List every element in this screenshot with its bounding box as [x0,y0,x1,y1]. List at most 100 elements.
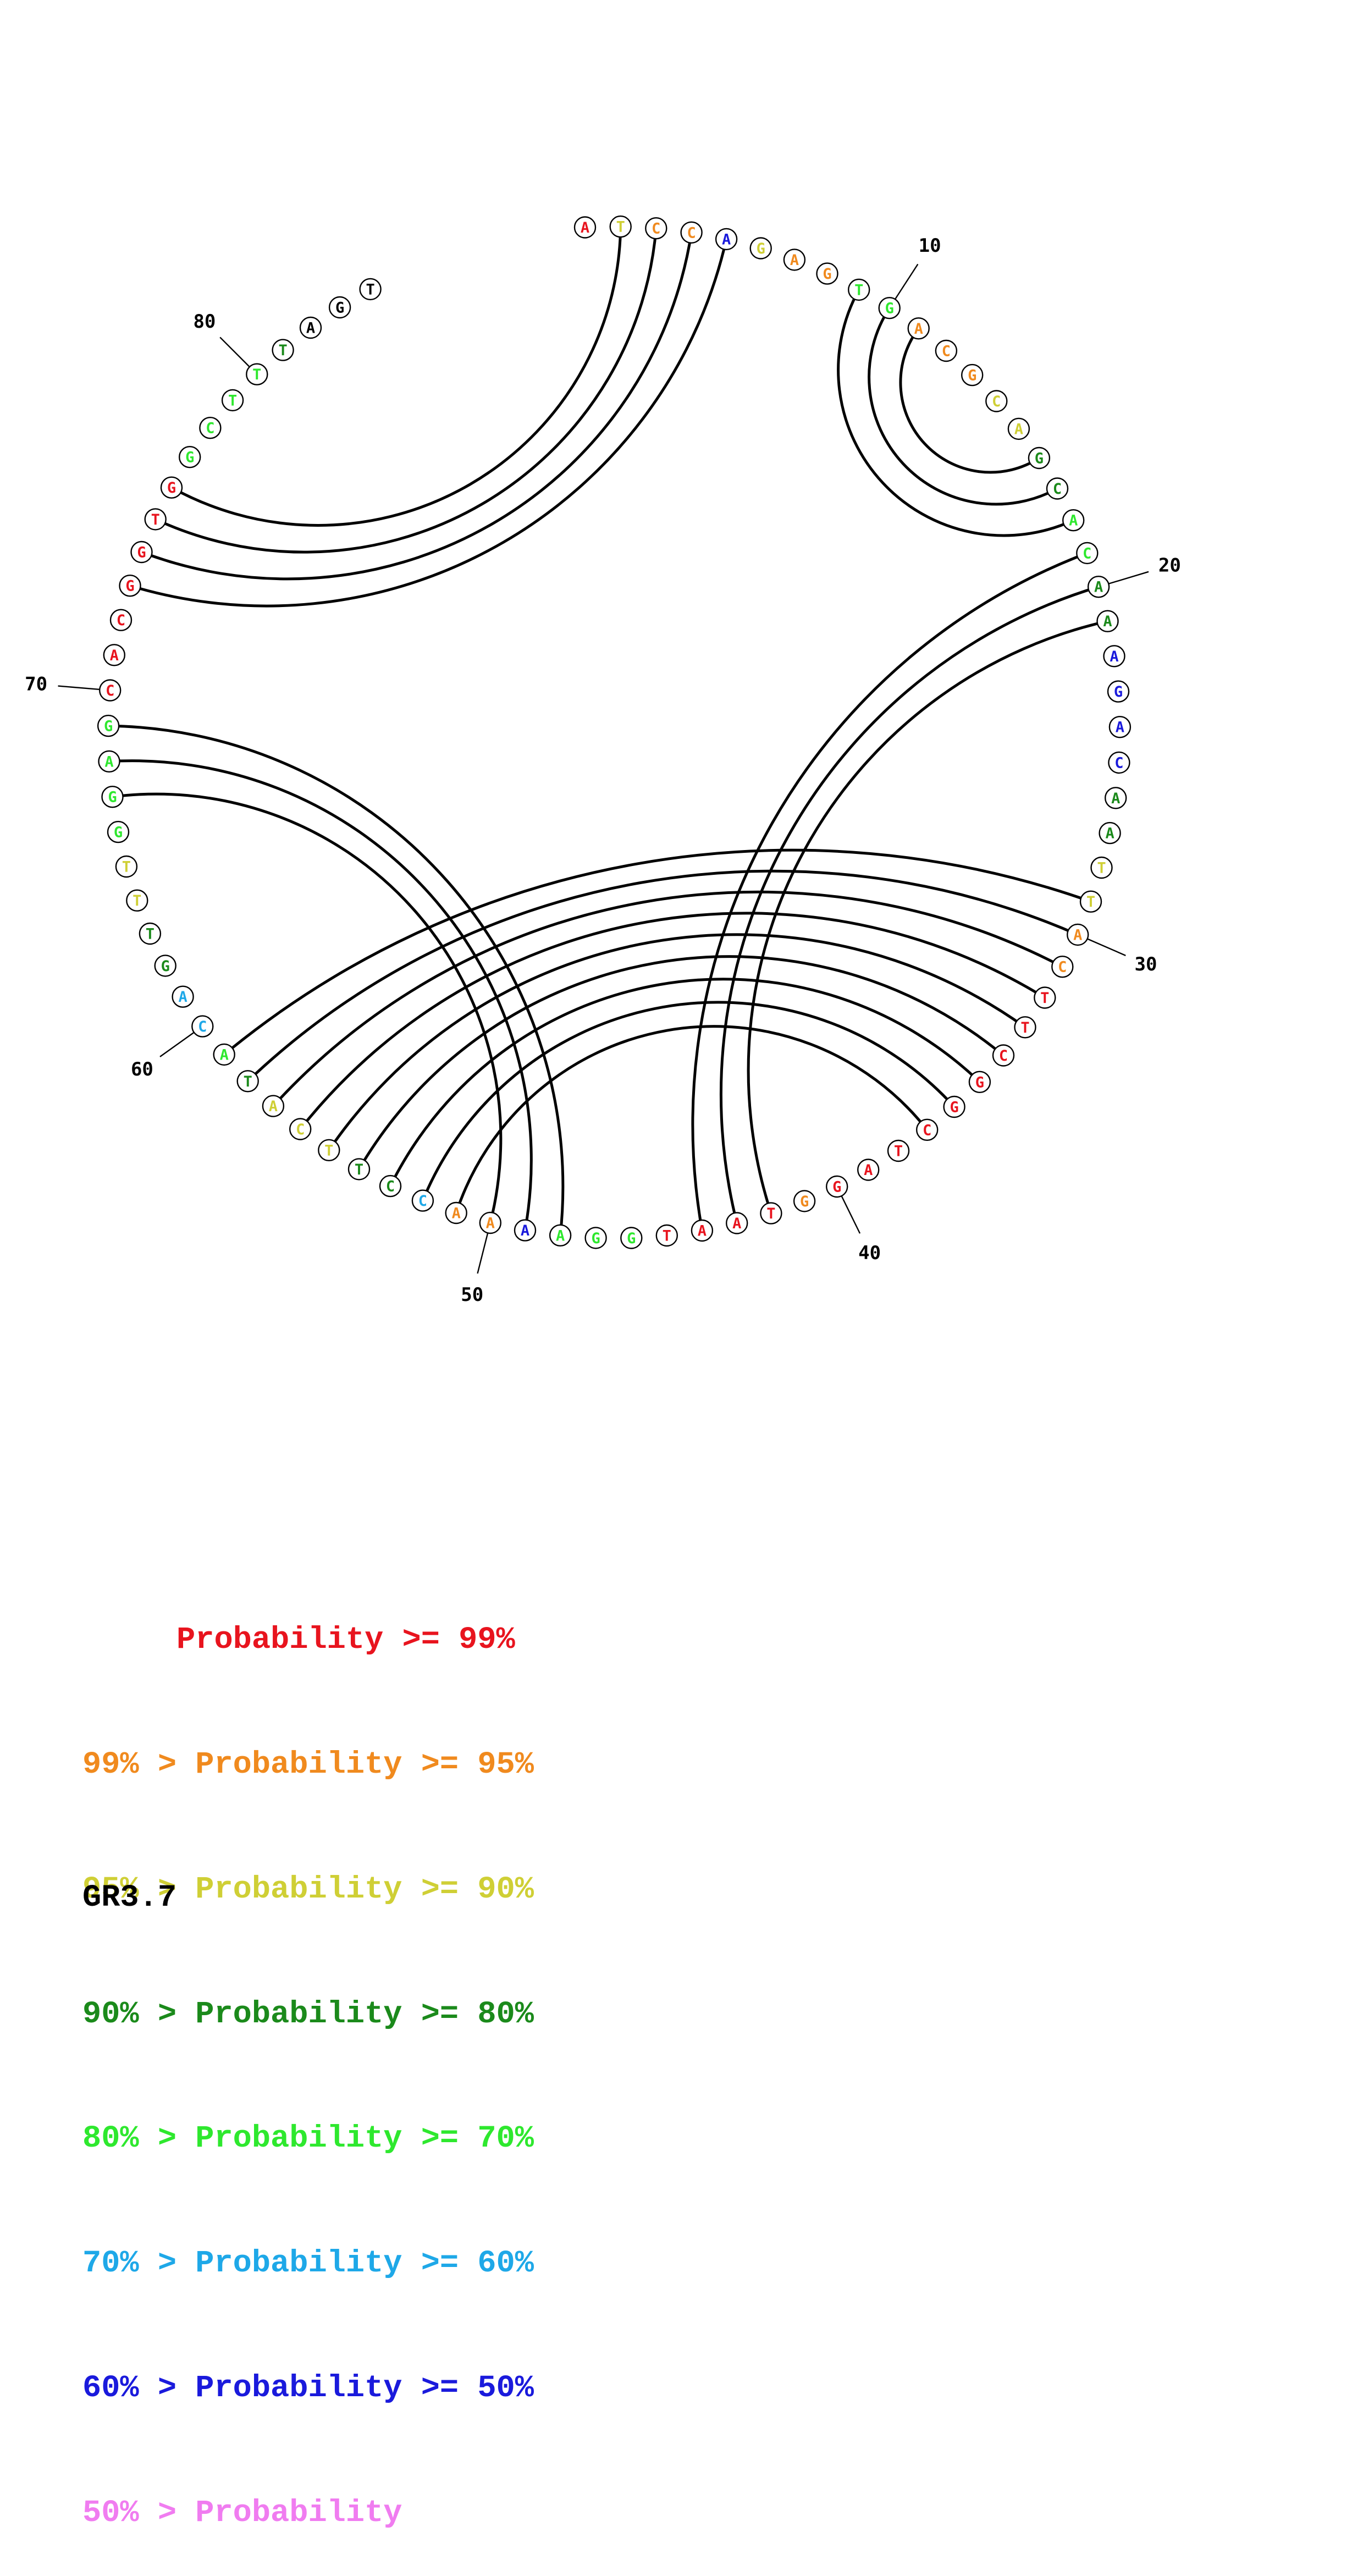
nucleotide-circle [1076,542,1099,565]
base-pair-arc [141,232,693,581]
nucleotide: T [236,1070,259,1093]
nucleotide: A [783,249,806,271]
base-pair-arc [421,1001,956,1201]
nucleotide: C [1051,955,1074,978]
nucleotide: A [1099,821,1121,845]
nucleotide: T [655,1224,678,1247]
nucleotide-letter: C [687,224,696,241]
nucleotide: A [103,644,126,666]
nucleotide-circle [1007,417,1030,440]
nucleotide-letter: A [1111,790,1120,807]
nucleotide: T [318,1139,340,1162]
base-pair-arc [129,239,728,608]
nucleotide: G [97,714,120,737]
nucleotide-letter: T [228,392,237,409]
nucleotide-circle [749,237,772,260]
nucleotide-letter: G [1035,450,1044,467]
nucleotide: G [179,446,201,468]
tick-label: 70 [25,673,47,695]
nucleotide-letter: C [386,1178,395,1195]
nucleotide-letter: G [950,1099,958,1116]
base-pair-arc [837,289,1074,537]
nucleotide-letter: G [114,824,123,841]
nucleotide-letter: T [1040,990,1049,1007]
nucleotide-circle [359,278,382,301]
nucleotide-letter: T [244,1073,252,1090]
nucleotide-circle [1051,955,1074,978]
nucleotide-letter: C [1053,481,1062,498]
nucleotide-letter: A [452,1205,461,1222]
legend-row: 95% > Probability >= 90% [82,1872,534,1907]
base-pair-arcs [108,227,1108,1236]
nucleotide-circle [645,217,667,240]
tick-line [477,1233,489,1274]
tick-line [895,263,919,300]
nucleotide-letter: G [800,1193,809,1210]
nucleotide-letter: A [220,1046,229,1063]
tick-label: 30 [1135,953,1157,975]
nucleotide: A [479,1211,501,1234]
nucleotide-circle [272,339,294,361]
nucleotide-circle [1014,1016,1036,1039]
nucleotide-letter: T [854,282,863,299]
base-pair-arc [223,848,1091,1056]
nucleotide: C [1108,751,1130,774]
nucleotide: G [1107,680,1130,703]
nucleotide-letter: G [1114,683,1123,700]
legend-row: 60% > Probability >= 50% [82,2370,534,2406]
legend-row: Probability >= 99% [82,1623,515,1658]
nucleotide-circle [199,417,222,439]
nucleotide: G [749,237,772,260]
base-pair-arc [389,978,981,1187]
nucleotide-letter: A [306,320,315,337]
nucleotide: A [172,985,194,1008]
nucleotide-letter: G [627,1230,636,1247]
nucleotide-circle [318,1139,340,1162]
base-pair-arc [109,759,533,1231]
nucleotide-circle [221,389,244,412]
nucleotide-circle [1096,610,1119,632]
nucleotide-circle [1108,751,1130,774]
nucleotide: G [968,1071,991,1094]
nucleotide-circle [299,316,322,339]
nucleotide-circle [943,1095,965,1118]
nucleotide-letter: G [757,240,765,257]
nucleotide: T [359,278,382,301]
tick-label: 10 [919,235,941,257]
nucleotide-circle [98,679,122,702]
nucleotide-circle [160,476,183,499]
tick-label: 50 [461,1284,483,1306]
nucleotide-letter: A [178,989,187,1006]
nucleotide: A [715,228,738,251]
nucleotide-letter: C [942,343,951,360]
nucleotide-ring: A T C C AGAGTGACGCAGCACAAAGACAATTACTTCGGCTAG… [97,215,1132,1249]
nucleotide: C [379,1174,402,1198]
nucleotide-letter: A [1105,825,1114,842]
nucleotide: A [299,316,322,339]
nucleotide-circle [825,1175,848,1198]
nucleotide-letter: A [864,1162,873,1179]
nucleotide: T [347,1158,371,1181]
nucleotide-circle [107,820,130,843]
nucleotide-circle [1034,986,1056,1009]
nucleotide-circle [1103,645,1125,668]
nucleotide-circle [126,889,148,912]
nucleotide-letter: A [790,252,799,269]
nucleotide-letter: C [206,420,214,437]
base-pair-arc [719,585,1099,1224]
nucleotide-letter: C [106,682,114,699]
nucleotide-circle [760,1202,782,1224]
nucleotide-letter: T [122,859,131,876]
nucleotide: T [144,508,167,531]
nucleotide-circle [514,1219,537,1242]
legend-row: 70% > Probability >= 60% [82,2246,534,2282]
legend-row: 90% > Probability >= 80% [82,1996,534,2032]
nucleotide-circle [887,1139,910,1162]
legend-row: 50% > Probability [82,2495,402,2531]
nucleotide-circle [847,278,870,301]
nucleotide-circle [1090,856,1113,879]
nucleotide: C [992,1044,1015,1067]
nucleotide-circle [347,1158,371,1181]
base-pair-arc [112,792,503,1223]
nucleotide-circle [246,363,268,385]
